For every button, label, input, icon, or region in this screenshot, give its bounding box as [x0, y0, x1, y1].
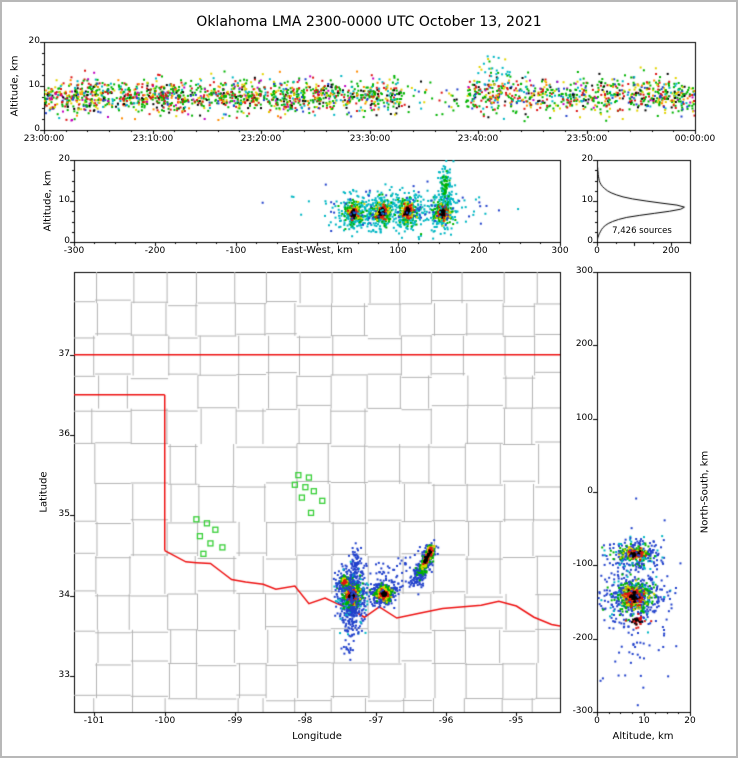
- tick-label: 300: [551, 246, 569, 256]
- tick-label: -99: [227, 716, 243, 726]
- tick-label: -96: [438, 716, 454, 726]
- tick-label: 0: [587, 236, 593, 246]
- map-ylabel: Latitude: [38, 471, 50, 513]
- tick-label: 200: [575, 339, 593, 349]
- figure-title: Oklahoma LMA 2300-0000 UTC October 13, 2…: [196, 14, 542, 30]
- ns-panel-xlabel: Altitude, km: [612, 731, 674, 742]
- tick-label: -101: [83, 716, 105, 726]
- tick-label: 23:50:00: [566, 134, 608, 144]
- tick-label: 100: [389, 246, 407, 256]
- tick-label: 0: [587, 486, 593, 496]
- tick-label: 20: [58, 154, 70, 164]
- ns-panel-ylabel-right: North-South, km: [699, 450, 711, 534]
- tick-label: -100: [225, 246, 247, 256]
- tick-label: 35: [58, 509, 70, 519]
- tick-label: 200: [470, 246, 488, 256]
- tick-label: -300: [572, 706, 593, 716]
- map-xlabel: Longitude: [292, 731, 342, 742]
- tick-label: 10: [581, 195, 593, 205]
- ew-panel-xlabel: East-West, km: [281, 245, 353, 256]
- tick-label: 300: [575, 266, 593, 276]
- tick-label: -200: [572, 633, 593, 643]
- tick-label: 23:20:00: [240, 134, 282, 144]
- tick-label: -100: [154, 716, 176, 726]
- tick-label: 33: [58, 670, 70, 680]
- tick-label: 20: [684, 716, 696, 726]
- tick-label: 10: [638, 716, 650, 726]
- tick-label: 0: [64, 236, 70, 246]
- tick-label: 23:00:00: [23, 134, 65, 144]
- tick-label: 0: [594, 246, 600, 256]
- tick-label: 37: [58, 349, 70, 359]
- tick-label: 10: [28, 80, 40, 90]
- tick-label: 20: [581, 154, 593, 164]
- tick-label: 23:10:00: [132, 134, 174, 144]
- source-count-annotation: 7,426 sources: [612, 226, 672, 236]
- tick-label: 36: [58, 429, 70, 439]
- tick-label: 10: [58, 195, 70, 205]
- tick-label: 00:00:00: [674, 134, 716, 144]
- tick-label: 200: [662, 246, 680, 256]
- tick-label: 20: [28, 36, 40, 46]
- tick-label: 0: [34, 124, 40, 134]
- tick-label: -95: [508, 716, 524, 726]
- tick-label: -100: [572, 559, 593, 569]
- tick-label: 0: [594, 716, 600, 726]
- tick-label: 100: [575, 413, 593, 423]
- tick-label: 23:40:00: [457, 134, 499, 144]
- tick-label: 34: [58, 590, 70, 600]
- tick-label: -300: [63, 246, 85, 256]
- tick-label: -97: [368, 716, 384, 726]
- tick-label: 23:30:00: [349, 134, 391, 144]
- tick-label: -98: [297, 716, 313, 726]
- tick-label: -200: [144, 246, 166, 256]
